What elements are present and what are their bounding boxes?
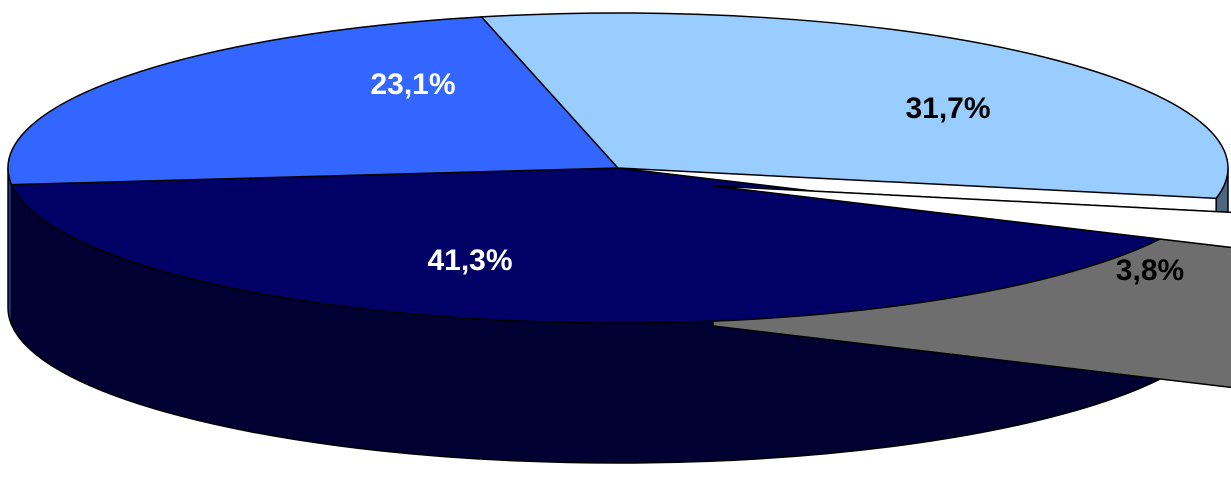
slice-top-3 (479, 12, 1229, 200)
pie-labels: 41,3% 23,1% 31,7% 3,8% (370, 68, 1184, 287)
slice-label-1: 41,3% (427, 244, 512, 277)
slice-top-1 (10, 167, 1174, 324)
slice-label-3: 31,7% (905, 92, 990, 125)
slice-side-2 (7, 167, 13, 325)
pie-tops (7, 12, 1231, 324)
slice-top-4 (712, 185, 1231, 249)
slice-label-4: 3,8% (1116, 254, 1184, 287)
slice-top-2 (7, 16, 620, 186)
slice-label-2: 23,1% (370, 68, 455, 101)
